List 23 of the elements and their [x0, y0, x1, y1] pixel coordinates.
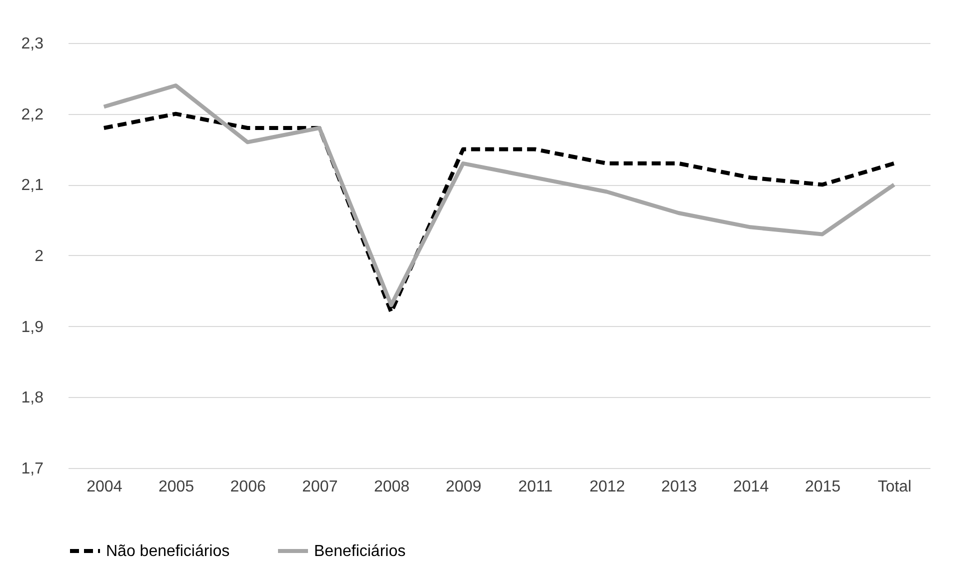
- x-tick-label: Total: [878, 478, 912, 496]
- x-tick-label: 2005: [158, 478, 194, 496]
- x-tick-label: 2008: [374, 478, 410, 496]
- x-tick-label: 2009: [446, 478, 482, 496]
- y-tick-label: 2: [34, 248, 44, 265]
- x-tick-label: 2006: [230, 478, 266, 496]
- y-tick-label: 2,3: [21, 36, 44, 52]
- y-tick-label: 1,9: [21, 318, 44, 336]
- y-tick-label: 2,1: [21, 177, 44, 194]
- x-tick-label: 2004: [86, 478, 122, 496]
- y-tick-label: 1,8: [21, 390, 44, 407]
- x-tick-label: 2014: [733, 478, 769, 496]
- legend-label: Beneficiários: [314, 543, 406, 560]
- x-tick-label: 2012: [589, 478, 626, 496]
- y-tick-label: 2,2: [21, 106, 44, 124]
- y-tick-label: 1,7: [21, 460, 44, 478]
- x-tick-label: 2015: [804, 478, 841, 496]
- x-tick-label: 2011: [518, 478, 553, 496]
- line-series: [102, 112, 896, 314]
- legend-label: Não beneficiários: [106, 543, 230, 560]
- x-tick-label: 2007: [302, 478, 338, 496]
- x-tick-label: 2013: [661, 478, 697, 496]
- line-series: [102, 84, 896, 308]
